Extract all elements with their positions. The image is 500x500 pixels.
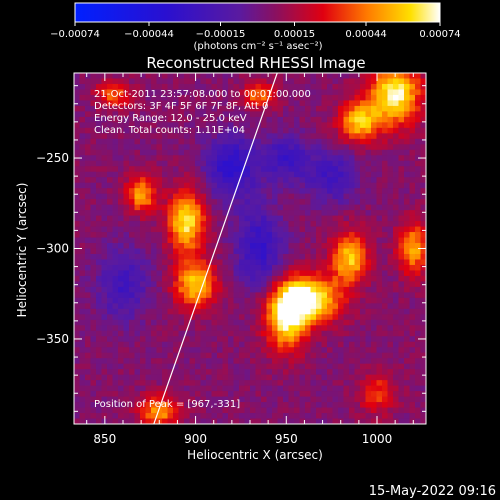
colorbar-unit: (photons cm⁻² s⁻¹ asec⁻²): [193, 41, 322, 52]
y-tick-label: −250: [36, 151, 69, 165]
x-axis-label: Heliocentric X (arcsec): [187, 448, 323, 462]
footer-timestamp: 15-May-2022 09:16: [369, 484, 496, 499]
colorbar-tick-label: 0.00015: [274, 29, 315, 40]
x-axis-ticks: 850 900 950 1000: [86, 73, 414, 446]
colorbar: [74, 2, 441, 23]
limb-line: [153, 73, 278, 424]
y-axis-label: Heliocentric Y (arcsec): [15, 183, 29, 318]
annotation-block: 21-Oct-2011 23:57:08.000 to 00:01:00.000…: [94, 89, 311, 410]
colorbar-tick-label: 0.00044: [345, 29, 386, 40]
annotation-detectors: Detectors: 3F 4F 5F 6F 7F 8F, Att 0: [94, 101, 268, 112]
colorbar-tick-label: −0.00015: [196, 29, 246, 40]
chart-title: Reconstructed RHESSI Image: [146, 54, 365, 72]
y-tick-label: −300: [36, 242, 69, 256]
colorbar-tick-label: −0.00074: [50, 29, 100, 40]
y-tick-label: −350: [36, 332, 69, 346]
y-axis-ticks: −250 −300 −350: [36, 85, 426, 412]
x-tick-label: 950: [275, 432, 298, 446]
colorbar-ticks: −0.00074 −0.00044 −0.00015 0.00015 0.00044 0.…: [50, 22, 461, 40]
x-tick-label: 850: [93, 432, 116, 446]
annotation-peak: Position of Peak = [967,-331]: [94, 399, 240, 410]
x-tick-label: 1000: [362, 432, 393, 446]
x-tick-label: 900: [184, 432, 207, 446]
annotation-clean: Clean. Total counts: 1.11E+04: [94, 125, 245, 136]
annotation-energy: Energy Range: 12.0 - 25.0 keV: [94, 113, 247, 124]
colorbar-tick-label: 0.00074: [419, 29, 460, 40]
colorbar-tick-label: −0.00044: [124, 29, 174, 40]
heatmap: [74, 73, 426, 424]
annotation-time: 21-Oct-2011 23:57:08.000 to 00:01:00.000: [94, 89, 311, 100]
